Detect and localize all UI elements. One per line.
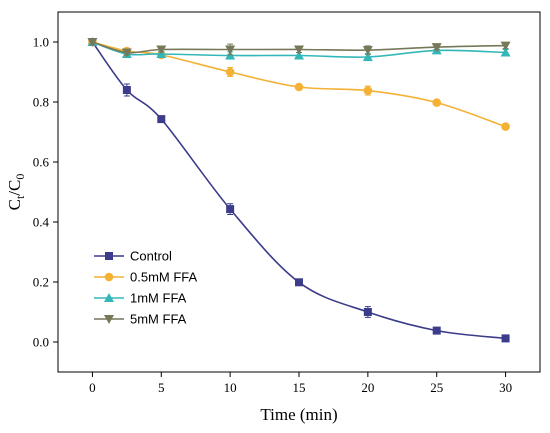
data-point	[157, 115, 166, 124]
series-line	[92, 41, 506, 54]
series-line	[92, 41, 506, 58]
data-point	[500, 47, 511, 57]
legend-marker	[105, 252, 113, 260]
x-axis-title: Time (min)	[260, 405, 337, 424]
x-tick-label: 20	[361, 380, 374, 395]
y-axis-title: Ct/C0	[5, 174, 27, 211]
legend: Control 0.5mM FFA 1mM FFA 5mM FFA	[94, 249, 198, 327]
data-point	[501, 334, 510, 343]
data-point	[500, 41, 511, 51]
y-tick-label: 0.2	[33, 275, 49, 290]
legend-label: 0.5mM FFA	[130, 270, 198, 285]
data-point	[431, 43, 442, 53]
x-tick-label: 10	[224, 380, 237, 395]
x-tick-label: 15	[293, 380, 306, 395]
legend-entry: 5mM FFA	[94, 312, 187, 327]
x-tick-label: 30	[499, 380, 512, 395]
data-point	[226, 205, 235, 214]
y-tick-label: 1.0	[33, 35, 49, 50]
data-point	[294, 50, 304, 60]
legend-marker	[104, 293, 114, 302]
data-point	[121, 48, 132, 58]
data-point	[432, 326, 441, 335]
data-point	[362, 46, 373, 56]
x-tick-label: 25	[430, 380, 443, 395]
series-layer	[87, 37, 511, 343]
data-point	[363, 86, 373, 95]
legend-label: 1mM FFA	[130, 291, 187, 306]
x-tick-label: 5	[158, 380, 165, 395]
data-point	[294, 82, 304, 92]
x-tick-label: 0	[89, 380, 96, 395]
data-point	[87, 38, 98, 47]
data-point	[362, 52, 373, 61]
data-point	[363, 308, 372, 316]
legend-entry: 0.5mM FFA	[94, 270, 198, 285]
data-point	[225, 45, 236, 55]
data-point	[432, 98, 442, 107]
y-tick-label: 0.6	[33, 155, 50, 170]
data-point	[295, 278, 303, 287]
axis-ticks: 0 5 10 15 20 25 30 0.0 0.2 0.4 0.6 0.8 1.0	[33, 35, 512, 396]
legend-marker	[104, 315, 114, 324]
y-tick-label: 0.0	[33, 335, 49, 350]
data-point	[225, 67, 235, 77]
legend-entry: 1mM FFA	[94, 291, 187, 306]
data-point	[294, 45, 304, 55]
legend-label: 5mM FFA	[130, 312, 187, 327]
data-point	[501, 122, 510, 131]
y-tick-label: 0.4	[33, 215, 50, 230]
legend-label: Control	[130, 249, 172, 264]
data-point	[122, 86, 131, 94]
legend-entry: Control	[94, 249, 172, 264]
legend-marker	[104, 272, 114, 282]
series-4	[87, 38, 511, 58]
y-tick-label: 0.8	[33, 95, 49, 110]
data-point	[156, 45, 167, 55]
series-line	[91, 41, 506, 340]
